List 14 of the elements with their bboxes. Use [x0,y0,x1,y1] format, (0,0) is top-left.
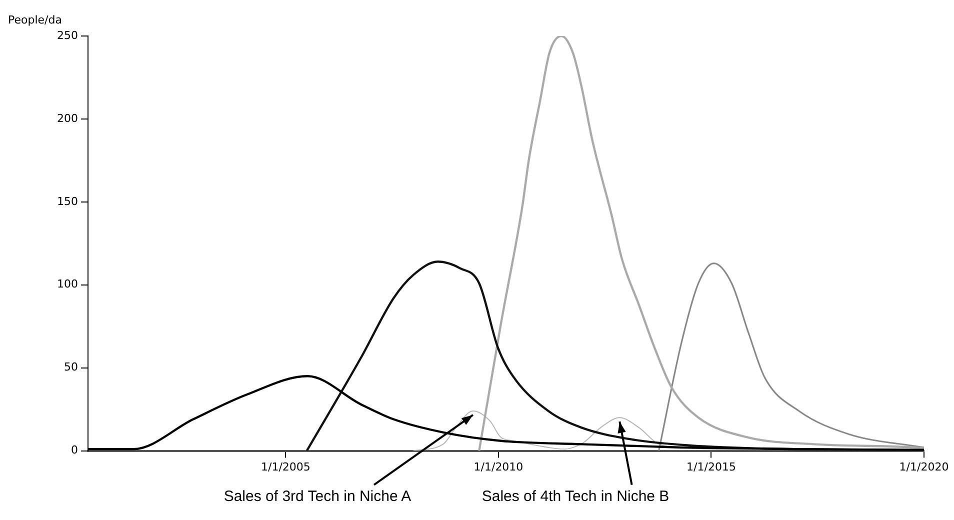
y-tick-label: 250 [56,28,78,42]
x-tick-label: 1/1/2005 [261,460,310,474]
y-tick-label: 150 [56,194,78,208]
line-series [658,262,924,451]
x-tick-label: 1/1/2020 [899,460,949,474]
x-tick-label: 1/1/2010 [474,460,524,474]
y-tick-label: 0 [70,444,78,457]
annotation: Sales of 4th Tech in Niche B [482,488,670,505]
y-axis-title: People/da [8,13,62,26]
x-tick-label: 1/1/2015 [686,460,736,474]
y-tick-label: 200 [56,112,78,125]
y-tick-label: 50 [64,360,78,374]
y-tick-label: 100 [56,278,78,291]
annotation: Sales of 3rd Tech in Niche A [224,488,412,505]
